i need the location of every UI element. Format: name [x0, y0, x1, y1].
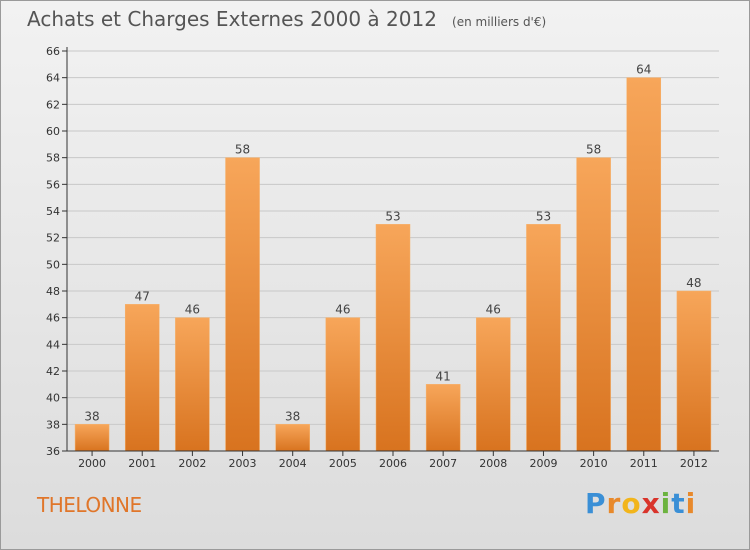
y-tick-label: 52 — [46, 232, 60, 245]
logo-letter: i — [660, 487, 672, 520]
bar — [225, 157, 260, 452]
x-tick-label: 2000 — [78, 457, 106, 470]
x-tick-label: 2002 — [178, 457, 206, 470]
data-label: 38 — [84, 409, 99, 423]
bar — [175, 317, 210, 452]
data-label: 46 — [486, 303, 501, 317]
data-label: 38 — [285, 409, 300, 423]
bar — [476, 317, 511, 452]
bar — [676, 290, 712, 452]
y-tick-label: 48 — [46, 285, 60, 298]
x-tick-label: 2008 — [479, 457, 507, 470]
data-label: 58 — [235, 143, 250, 157]
bar — [74, 424, 110, 452]
bar — [526, 224, 561, 452]
y-tick-label: 36 — [46, 445, 60, 458]
chart-title: Achats et Charges Externes 2000 à 2012 — [27, 7, 437, 31]
logo-letter: t — [671, 487, 686, 520]
x-tick-label: 2011 — [630, 457, 658, 470]
x-tick-label: 2009 — [529, 457, 557, 470]
y-tick-label: 40 — [46, 392, 60, 405]
y-tick-label: 62 — [46, 98, 60, 111]
data-label: 58 — [586, 143, 601, 157]
bar — [425, 384, 461, 452]
logo-letter: i — [685, 487, 697, 520]
x-tick-label: 2005 — [329, 457, 357, 470]
data-label: 41 — [436, 369, 451, 383]
logo-letter: o — [621, 487, 642, 520]
logo-letter: P — [585, 487, 607, 520]
bar — [626, 77, 662, 452]
data-label: 64 — [636, 63, 651, 77]
x-tick-label: 2007 — [429, 457, 457, 470]
x-tick-label: 2006 — [379, 457, 407, 470]
y-tick-label: 56 — [46, 178, 60, 191]
x-tick-label: 2004 — [279, 457, 307, 470]
data-label: 48 — [686, 276, 701, 290]
y-tick-label: 50 — [46, 258, 60, 271]
logo-letter: x — [641, 487, 661, 520]
x-tick-label: 2012 — [680, 457, 708, 470]
x-tick-label: 2003 — [229, 457, 257, 470]
y-tick-label: 60 — [46, 125, 60, 138]
bar — [576, 157, 611, 452]
y-tick-label: 44 — [46, 338, 60, 351]
data-label: 47 — [135, 289, 150, 303]
data-label: 46 — [185, 303, 200, 317]
y-tick-label: 42 — [46, 365, 60, 378]
bar — [325, 317, 361, 452]
y-tick-label: 66 — [46, 45, 60, 58]
bars — [74, 77, 712, 452]
bar — [124, 304, 160, 452]
labels: 36 38 40 42 44 46 48 50 52 54 56 58 60 62 64 66 38 2000 47… — [46, 45, 708, 470]
y-tick-label: 38 — [46, 418, 60, 431]
proxiti-logo[interactable]: Proxiti — [585, 487, 696, 520]
bar — [375, 224, 411, 452]
bar — [275, 424, 310, 452]
x-tick-label: 2010 — [580, 457, 608, 470]
logo-letter: r — [606, 487, 622, 520]
data-label: 53 — [536, 209, 551, 223]
axes — [62, 47, 719, 456]
commune-name: THELONNE — [37, 493, 142, 517]
y-tick-label: 46 — [46, 312, 60, 325]
y-tick-label: 58 — [46, 152, 60, 165]
chart-subtitle: (en milliers d'€) — [452, 15, 547, 29]
x-tick-label: 2001 — [128, 457, 156, 470]
y-tick-label: 54 — [46, 205, 60, 218]
data-label: 53 — [385, 209, 400, 223]
y-tick-label: 64 — [46, 72, 60, 85]
data-label: 46 — [335, 303, 350, 317]
chart-title-block: Achats et Charges Externes 2000 à 2012 (… — [27, 7, 546, 31]
